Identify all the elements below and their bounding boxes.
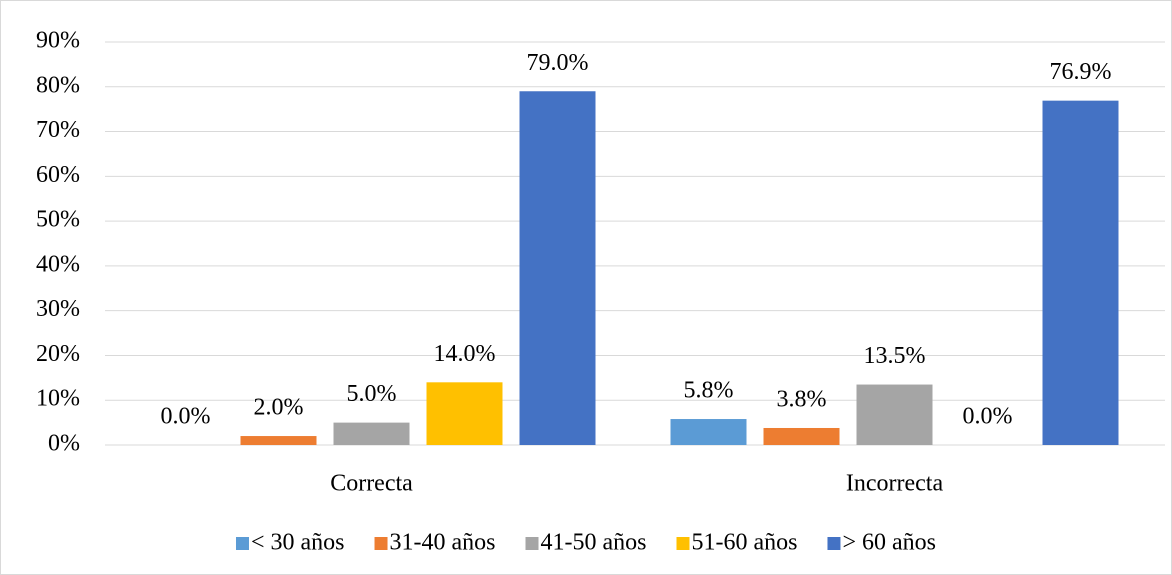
value-label: 0.0% (963, 404, 1013, 430)
legend-label: 31-40 años (390, 530, 496, 556)
legend-label: > 60 años (842, 530, 936, 556)
bar (1042, 100, 1119, 446)
y-tick-label: 80% (36, 72, 80, 98)
legend-label: 51-60 años (691, 530, 797, 556)
value-label: 5.0% (347, 381, 397, 407)
legend-swatch (827, 537, 841, 550)
value-label: 3.8% (777, 386, 827, 412)
value-label: 76.9% (1050, 59, 1112, 85)
value-label: 14.0% (434, 341, 496, 367)
bar (763, 427, 840, 445)
bar (856, 384, 933, 445)
value-label: 79.0% (527, 50, 589, 76)
value-label: 5.8% (684, 378, 734, 404)
y-tick-label: 50% (36, 207, 80, 233)
legend-swatch (235, 537, 249, 550)
bar (519, 91, 596, 445)
legend-swatch (374, 537, 388, 550)
y-tick-label: 20% (36, 341, 80, 367)
y-tick-label: 40% (36, 251, 80, 277)
value-label: 2.0% (254, 395, 304, 421)
y-tick-label: 70% (36, 117, 80, 143)
value-label: 0.0% (161, 404, 211, 430)
bar (240, 436, 317, 445)
legend-label: < 30 años (251, 530, 345, 556)
y-tick-label: 0% (48, 431, 80, 457)
y-tick-label: 10% (36, 386, 80, 412)
bar (333, 422, 410, 445)
legend-swatch (676, 537, 690, 550)
bar (426, 382, 503, 445)
y-tick-label: 30% (36, 296, 80, 322)
bar (670, 419, 747, 445)
legend-swatch (525, 537, 539, 550)
x-tick-label: Incorrecta (846, 471, 944, 497)
y-tick-label: 90% (36, 28, 80, 54)
y-tick-label: 60% (36, 162, 80, 188)
x-tick-label: Correcta (330, 471, 413, 497)
legend-label: 41-50 años (541, 530, 647, 556)
value-label: 13.5% (864, 343, 926, 369)
